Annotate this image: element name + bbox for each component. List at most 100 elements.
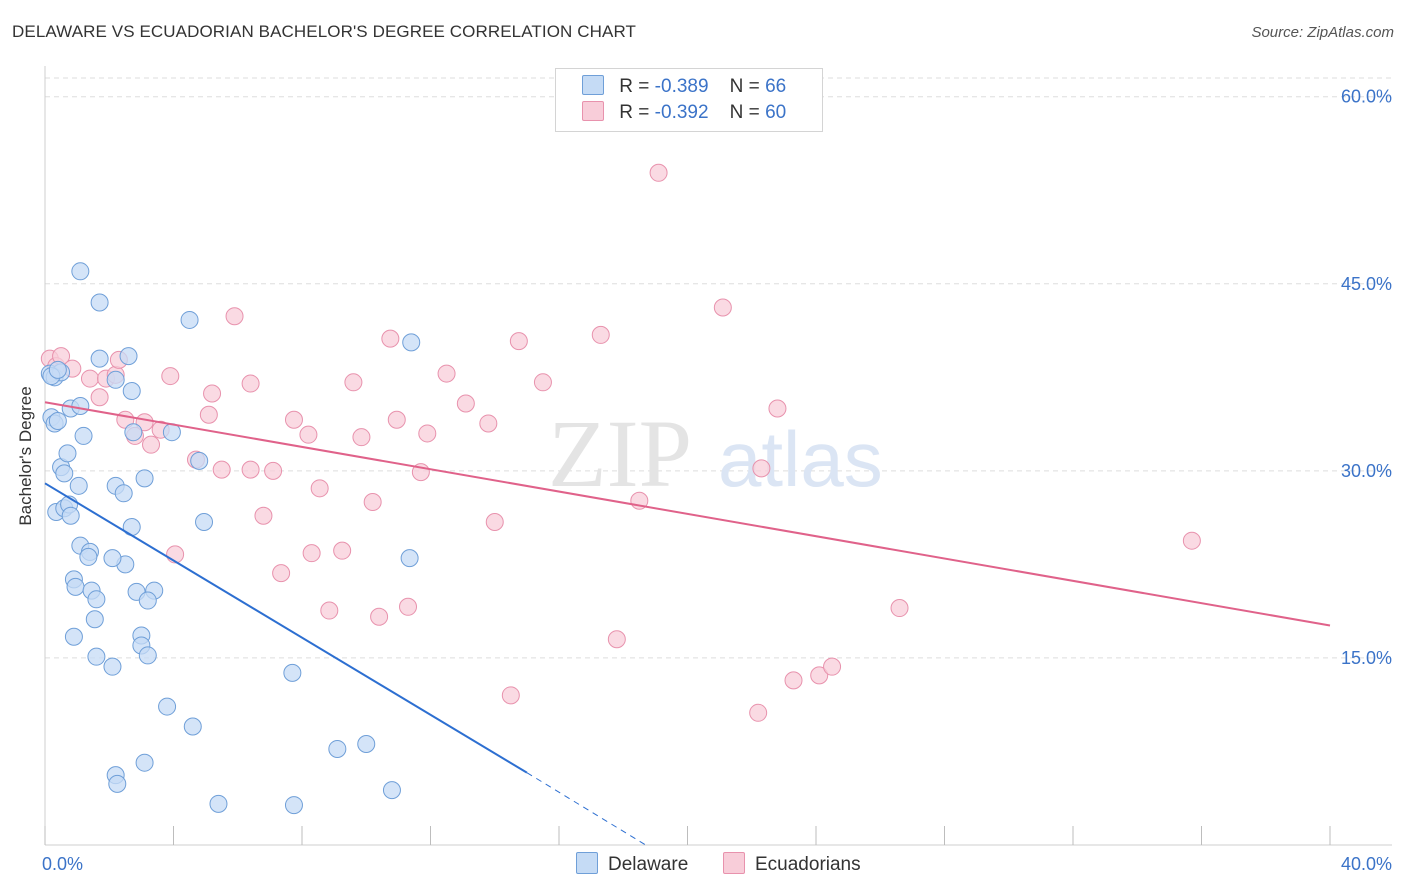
ecuadorians-point <box>890 599 909 618</box>
delaware-point <box>48 411 67 430</box>
delaware-point <box>357 734 376 753</box>
trend-lines <box>44 401 1331 846</box>
delaware-point <box>119 347 138 366</box>
ecuadorians-label: Ecuadorians <box>755 854 861 875</box>
ecuadorians-point <box>509 332 528 351</box>
delaware-trend-extension <box>526 772 646 846</box>
delaware-point <box>400 549 419 568</box>
delaware-swatch <box>576 852 598 874</box>
ecuadorians-point <box>810 666 829 685</box>
ecuadorians-point <box>479 414 498 433</box>
delaware-trend-line <box>44 482 528 774</box>
source-label: Source: ZipAtlas.com <box>1251 24 1394 41</box>
ecuadorians-point <box>713 298 732 317</box>
chart-title: DELAWARE VS ECUADORIAN BACHELOR'S DEGREE… <box>12 22 636 41</box>
delaware-point <box>106 370 125 389</box>
delaware-point <box>108 774 127 793</box>
delaware-point <box>158 697 177 716</box>
ecuadorians-point <box>607 630 626 649</box>
ecuadorians-point <box>399 597 418 616</box>
ecuadorians-point <box>241 460 260 479</box>
watermark-atlas: atlas <box>718 415 883 503</box>
delaware-point <box>382 781 401 800</box>
ecuadorians-point <box>533 373 552 392</box>
delaware-point <box>71 397 90 416</box>
delaware-point <box>61 506 80 525</box>
watermark-zip: ZIP <box>548 400 692 507</box>
correlation-legend: R = -0.389 N = 66 R = -0.392 N = 60 <box>555 68 823 132</box>
ecuadorians-point <box>387 410 406 429</box>
delaware-swatch <box>582 75 604 95</box>
ecuadorians-point <box>501 686 520 705</box>
ecuadorians-point <box>591 325 610 344</box>
legend-n-label: N = <box>729 102 760 123</box>
ecuadorians-point <box>1182 531 1201 550</box>
delaware-point <box>87 647 106 666</box>
delaware-point <box>135 753 154 772</box>
ecuadorians-point <box>320 601 339 620</box>
delaware-point <box>284 796 303 815</box>
delaware-point <box>209 794 228 813</box>
ecuadorians-point <box>264 461 283 480</box>
legend-row-delaware: R = -0.389 N = 66 <box>582 75 786 99</box>
ecuadorians-point <box>241 374 260 393</box>
y-axis-label: Bachelor's Degree <box>16 386 35 526</box>
delaware-point <box>90 349 109 368</box>
delaware-point <box>66 577 85 596</box>
delaware-point <box>103 657 122 676</box>
ecuadorians-point <box>363 493 382 512</box>
ecuadorians-point <box>381 329 400 348</box>
ecuadorians-point <box>142 435 161 454</box>
ecuadorians-swatch <box>723 852 745 874</box>
delaware-point <box>55 464 74 483</box>
delaware-point <box>138 591 157 610</box>
ecuadorians-point <box>485 512 504 531</box>
ecuadorians-point <box>352 428 371 447</box>
ecuadorians-point <box>749 703 768 722</box>
legend-r-value: -0.392 <box>654 102 709 123</box>
legend-n-label: N = <box>729 76 760 97</box>
ecuadorians-trend-line <box>44 401 1331 627</box>
delaware-point <box>103 549 122 568</box>
ecuadorians-point <box>254 506 273 525</box>
ecuadorians-point <box>333 541 352 560</box>
y-tick-label: 60.0% <box>1341 87 1392 107</box>
bottom-legend-ecuadorians: Ecuadorians <box>723 852 861 876</box>
ecuadorians-point <box>649 163 668 182</box>
delaware-point <box>58 444 77 463</box>
ecuadorians-point <box>437 364 456 383</box>
ecuadorians-point <box>212 460 231 479</box>
delaware-point <box>114 484 133 503</box>
axes <box>44 66 1392 846</box>
delaware-point <box>402 333 421 352</box>
bottom-legend-delaware: Delaware <box>576 852 688 876</box>
ecuadorians-point <box>90 388 109 407</box>
ecuadorians-point <box>784 671 803 690</box>
ecuadorians-point <box>418 424 437 443</box>
delaware-point <box>190 451 209 470</box>
ecuadorians-point <box>344 373 363 392</box>
ecuadorians-point <box>199 405 218 424</box>
ecuadorians-point <box>310 479 329 498</box>
delaware-point <box>90 293 109 312</box>
delaware-point <box>74 426 93 445</box>
delaware-label: Delaware <box>608 854 689 875</box>
ecuadorians-points <box>40 163 1201 722</box>
ecuadorians-point <box>768 399 787 418</box>
ecuadorians-point <box>272 564 291 583</box>
ecuadorians-point <box>752 459 771 478</box>
ecuadorians-point <box>456 394 475 413</box>
legend-n-value: 60 <box>765 102 787 123</box>
delaware-point <box>85 610 104 629</box>
delaware-point <box>79 547 98 566</box>
delaware-point <box>195 512 214 531</box>
legend-r-value: -0.389 <box>654 76 709 97</box>
delaware-point <box>87 590 106 609</box>
ecuadorians-swatch <box>582 101 604 121</box>
delaware-point <box>69 476 88 495</box>
delaware-point <box>283 663 302 682</box>
x-tick-label: 40.0% <box>1341 854 1392 874</box>
delaware-point <box>180 310 199 329</box>
gridlines <box>45 77 1392 659</box>
